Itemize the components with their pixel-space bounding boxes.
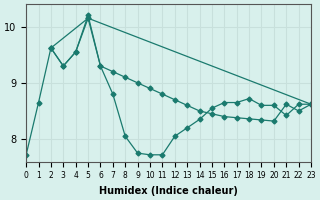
X-axis label: Humidex (Indice chaleur): Humidex (Indice chaleur)	[99, 186, 238, 196]
